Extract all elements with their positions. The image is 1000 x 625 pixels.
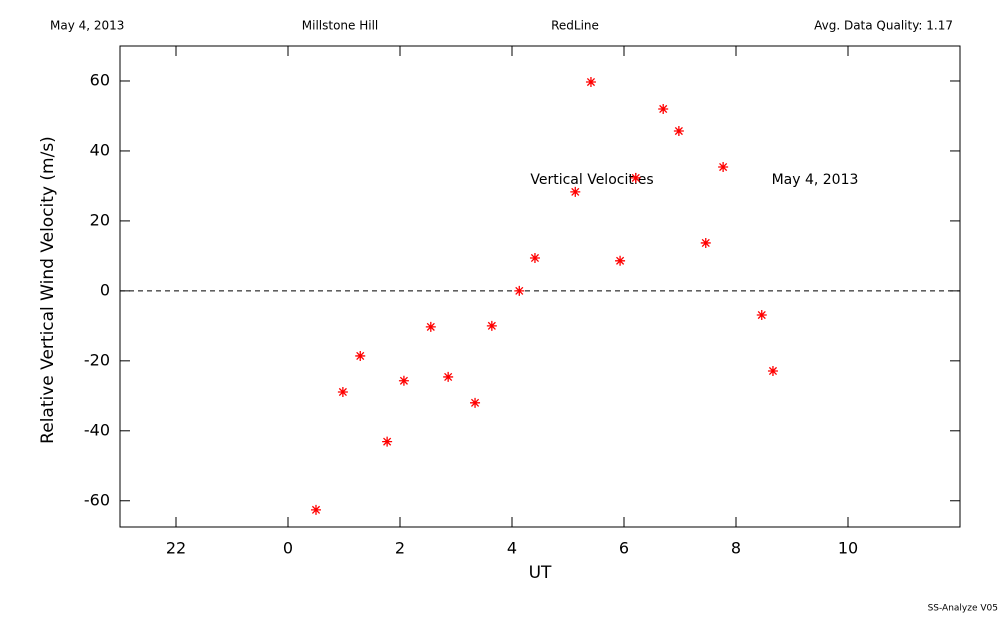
data-point <box>382 436 393 447</box>
x-tick-label: 0 <box>283 539 293 558</box>
data-point <box>486 320 497 331</box>
data-point <box>470 397 481 408</box>
annotation: May 4, 2013 <box>772 172 859 188</box>
header-date: May 4, 2013 <box>50 19 124 33</box>
data-point <box>355 350 366 361</box>
data-point <box>658 103 669 114</box>
data-point <box>615 255 626 266</box>
x-tick-label: 10 <box>838 539 858 558</box>
x-axis-label: UT <box>529 563 552 583</box>
x-tick-label: 6 <box>619 539 629 558</box>
y-tick-label: -60 <box>84 490 110 509</box>
data-point <box>756 310 767 321</box>
x-tick-label: 22 <box>166 539 186 558</box>
data-point <box>767 365 778 376</box>
x-tick-label: 2 <box>395 539 405 558</box>
data-point <box>630 172 641 183</box>
footer: SS-Analyze V05 <box>928 604 998 614</box>
y-tick-label: 0 <box>100 280 110 299</box>
header-site: Millstone Hill <box>302 19 378 33</box>
data-point <box>673 126 684 137</box>
x-tick-label: 4 <box>507 539 517 558</box>
data-point <box>700 237 711 248</box>
data-point <box>570 186 581 197</box>
y-tick-label: 60 <box>90 70 110 89</box>
header-instrument: RedLine <box>551 19 599 33</box>
data-point <box>425 321 436 332</box>
y-tick-label: -40 <box>84 420 110 439</box>
data-point <box>514 285 525 296</box>
data-point <box>529 252 540 263</box>
y-tick-label: 40 <box>90 140 110 159</box>
header-quality: Avg. Data Quality: 1.17 <box>814 19 953 33</box>
data-point <box>718 162 729 173</box>
x-tick-label: 8 <box>731 539 741 558</box>
y-tick-label: 20 <box>90 210 110 229</box>
y-axis-label: Relative Vertical Wind Velocity (m/s) <box>38 136 58 444</box>
data-point <box>585 77 596 88</box>
plot-frame <box>119 45 961 528</box>
annotation: Vertical Velocities <box>530 172 653 188</box>
data-point <box>311 504 321 515</box>
data-point <box>337 386 348 397</box>
y-tick-label: -20 <box>84 350 110 369</box>
data-point <box>398 375 409 386</box>
data-point <box>443 371 454 382</box>
